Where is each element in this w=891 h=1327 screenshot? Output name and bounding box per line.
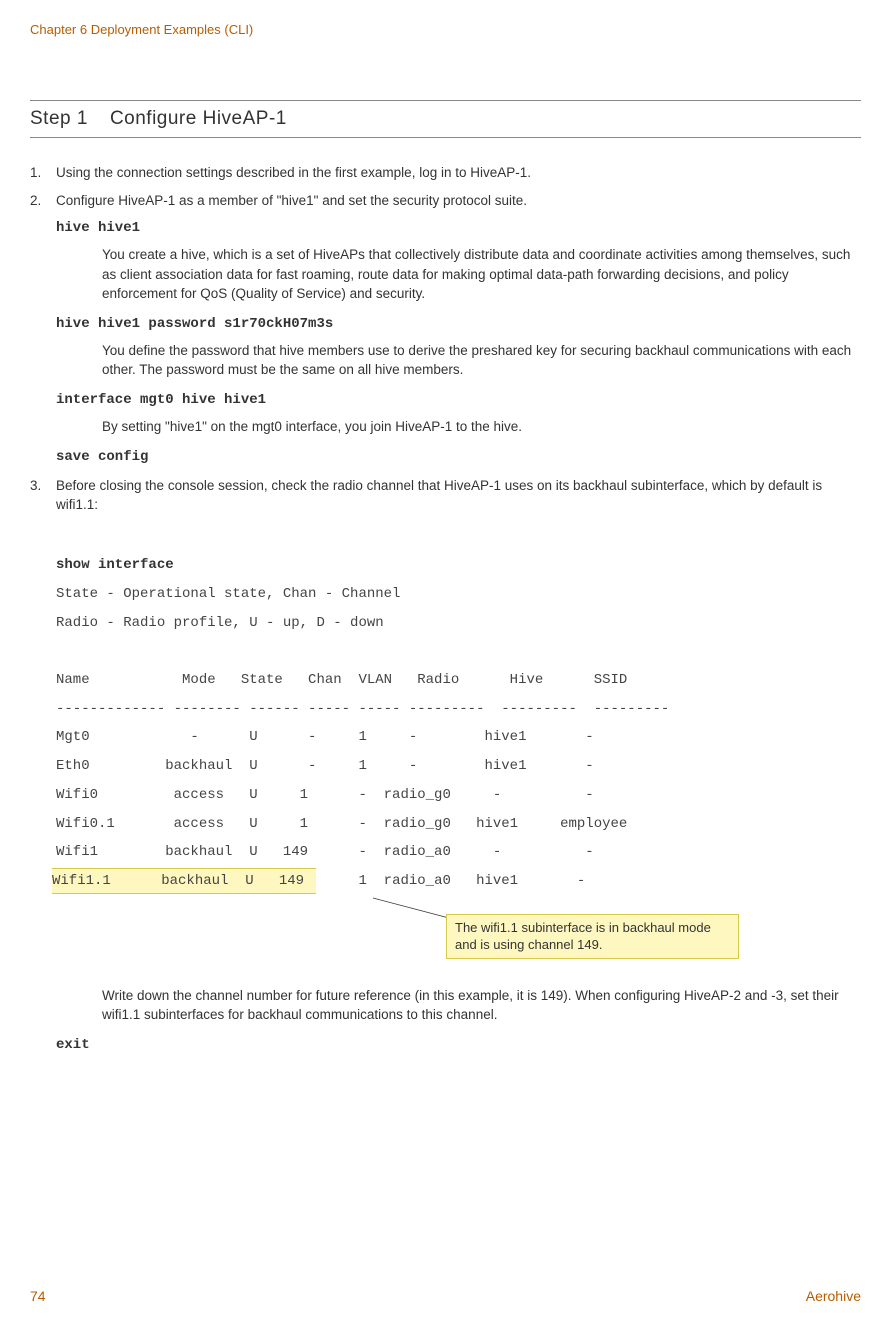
table-row: Wifi0.1 access U 1 - radio_g0 hive1 empl… [56, 816, 627, 832]
explanation: Write down the channel number for future… [102, 986, 861, 1025]
explanation: You define the password that hive member… [102, 341, 861, 380]
cli-command: hive hive1 [56, 218, 861, 239]
step-number: Step 1 [30, 108, 88, 129]
explanation: By setting "hive1" on the mgt0 interface… [102, 417, 861, 437]
cli-command: exit [56, 1035, 861, 1056]
list-item: 1. Using the connection settings describ… [30, 163, 861, 183]
output-line: State - Operational state, Chan - Channe… [56, 586, 400, 602]
instruction-list: 3. Before closing the console session, c… [30, 476, 861, 515]
table-header: Name Mode State Chan VLAN Radio Hive SSI… [56, 672, 627, 688]
table-row: Wifi0 access U 1 - radio_g0 - - [56, 787, 594, 803]
table-row: 1 radio_a0 hive1 - [316, 873, 585, 889]
callout-box: The wifi1.1 subinterface is in backhaul … [446, 914, 739, 959]
table-row: Eth0 backhaul U - 1 - hive1 - [56, 758, 594, 774]
cli-command: hive hive1 password s1r70ckH07m3s [56, 314, 861, 335]
list-item: 3. Before closing the console session, c… [30, 476, 861, 515]
output-line: Radio - Radio profile, U - up, D - down [56, 615, 384, 631]
callout-connector [371, 896, 451, 921]
item-text: Configure HiveAP-1 as a member of "hive1… [56, 193, 527, 208]
cli-command: interface mgt0 hive hive1 [56, 390, 861, 411]
list-item: 2. Configure HiveAP-1 as a member of "hi… [30, 191, 861, 211]
item-number: 1. [30, 163, 41, 183]
page-number: 74 [30, 1286, 46, 1307]
callout-container: The wifi1.1 subinterface is in backhaul … [56, 896, 861, 966]
table-separator: ------------- -------- ------ ----- ----… [56, 701, 669, 717]
chapter-header: Chapter 6 Deployment Examples (CLI) [30, 20, 861, 40]
terminal-output: show interface State - Operational state… [56, 523, 861, 896]
cli-command: show interface [56, 557, 174, 573]
page-footer: 74 Aerohive [30, 1286, 861, 1307]
item-number: 2. [30, 191, 41, 211]
table-row: Mgt0 - U - 1 - hive1 - [56, 729, 594, 745]
cli-command: save config [56, 447, 861, 468]
instruction-list: 1. Using the connection settings describ… [30, 163, 861, 210]
item-text: Using the connection settings described … [56, 165, 531, 180]
brand-name: Aerohive [806, 1286, 861, 1307]
highlighted-row: Wifi1.1 backhaul U 149 [52, 868, 316, 894]
item-text: Before closing the console session, chec… [56, 478, 822, 513]
step-name: Configure HiveAP-1 [110, 108, 287, 129]
table-row: Wifi1 backhaul U 149 - radio_a0 - - [56, 844, 594, 860]
explanation: You create a hive, which is a set of Hiv… [102, 245, 861, 304]
item-number: 3. [30, 476, 41, 496]
step-title: Step 1 Configure HiveAP-1 [30, 100, 861, 139]
